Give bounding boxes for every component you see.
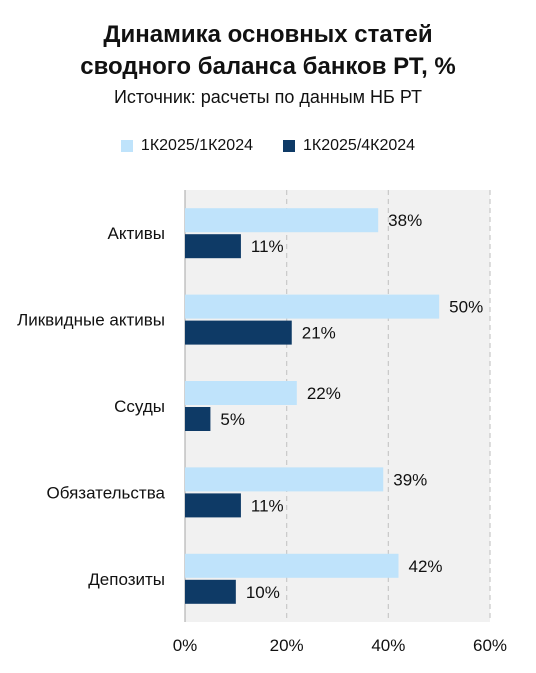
bar-series-2 (185, 320, 292, 345)
bar-series-1 (185, 553, 399, 578)
data-label-series-2: 5% (220, 410, 245, 429)
plot-area (185, 190, 490, 622)
x-tick-label: 40% (371, 636, 405, 655)
x-tick-label: 60% (473, 636, 507, 655)
legend-label-series-2: 1К2025/4К2024 (303, 137, 416, 154)
bar-series-1 (185, 467, 384, 492)
category-label: Депозиты (88, 570, 165, 589)
data-label-series-1: 42% (409, 557, 443, 576)
bar-series-2 (185, 579, 236, 604)
data-label-series-2: 11% (251, 237, 284, 256)
legend: 1К2025/1К2024 1К2025/4К2024 (0, 137, 536, 155)
bar-series-2 (185, 493, 241, 518)
bar-series-2 (185, 234, 241, 259)
chart-title-line-2: сводного баланса банков РТ, % (80, 53, 456, 80)
bar-series-1 (185, 381, 297, 405)
data-label-series-1: 50% (449, 298, 483, 317)
chart-subtitle: Источник: расчеты по данным НБ РТ (113, 87, 423, 107)
bar-series-1 (185, 208, 379, 233)
category-label: Активы (108, 224, 166, 243)
chart-title-line-1: Динамика основных статей (103, 21, 433, 48)
x-tick-label: 20% (270, 636, 304, 655)
data-label-series-2: 11% (251, 496, 284, 515)
legend-item-series-2: 1К2025/4К2024 (283, 137, 415, 155)
data-label-series-1: 22% (307, 384, 341, 403)
data-label-series-2: 10% (246, 583, 280, 602)
category-label: Ссуды (114, 397, 165, 416)
bar-series-1 (185, 294, 440, 319)
legend-swatch-series-2 (283, 140, 295, 152)
data-label-series-2: 21% (302, 324, 336, 343)
data-label-series-1: 38% (388, 211, 422, 230)
category-label: Ликвидные активы (17, 311, 165, 330)
data-label-series-1: 39% (393, 470, 427, 489)
legend-item-series-1: 1К2025/1К2024 (120, 137, 253, 155)
x-tick-label: 0% (173, 636, 198, 655)
category-label: Обязательства (46, 483, 165, 502)
legend-swatch-series-1 (120, 140, 133, 152)
legend-label-series-1: 1К2025/1К2024 (140, 137, 253, 154)
bar-series-2 (185, 407, 211, 431)
